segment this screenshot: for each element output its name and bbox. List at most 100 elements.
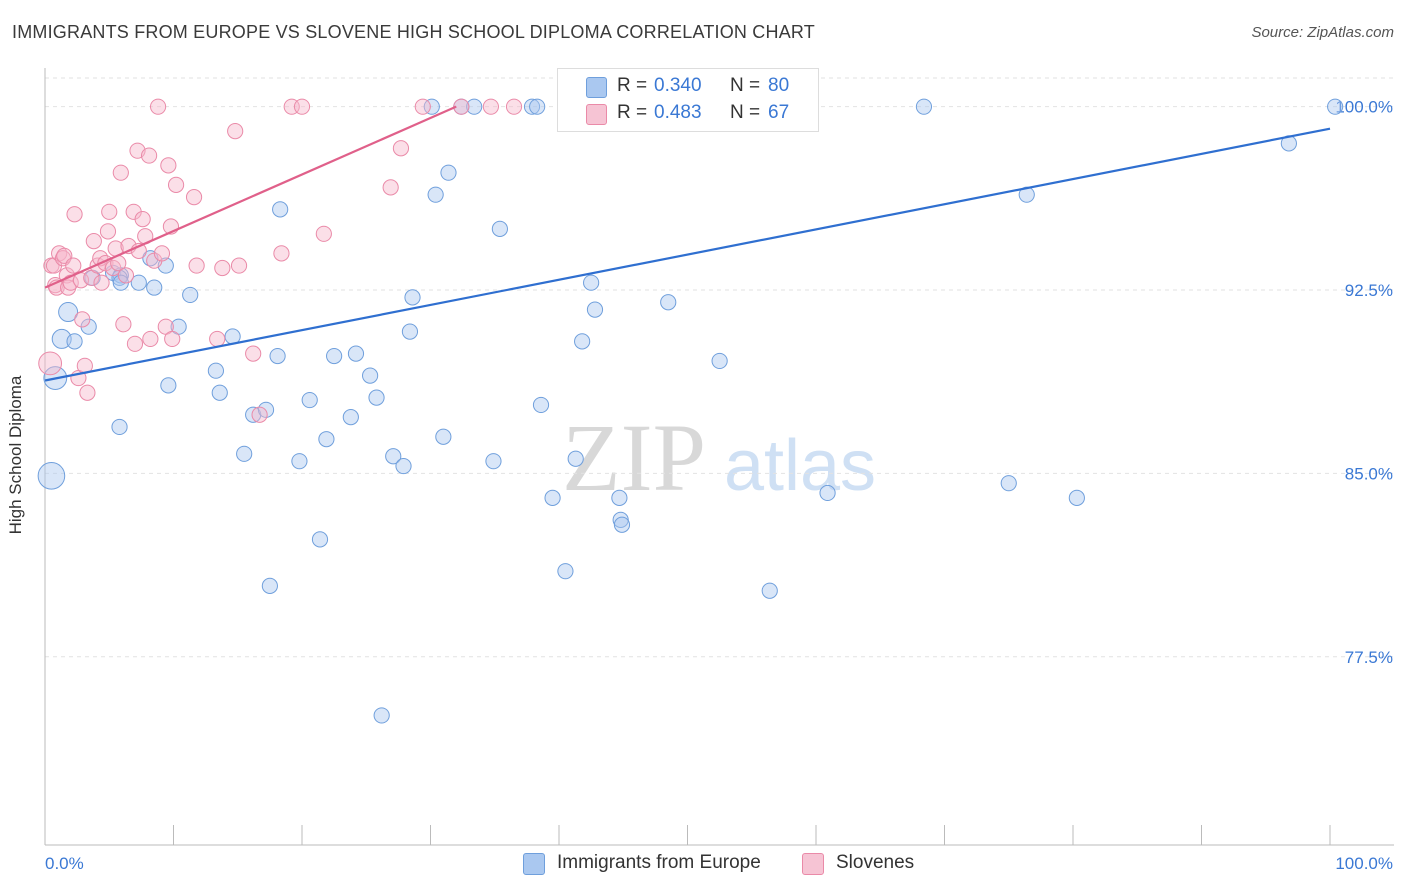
point-slovenes — [167, 176, 185, 194]
point-slovenes — [185, 189, 203, 206]
point-europe — [211, 384, 228, 401]
point-europe — [261, 577, 278, 594]
point-europe — [611, 489, 628, 506]
point-europe — [269, 347, 286, 365]
point-europe — [368, 389, 385, 406]
point-europe — [311, 531, 329, 548]
point-europe — [761, 582, 778, 599]
point-europe — [37, 462, 66, 490]
point-europe — [362, 367, 379, 384]
point-europe — [291, 453, 308, 470]
stats-legend-row-europe: R = 0.340 N = 80 — [558, 73, 818, 101]
point-europe — [395, 457, 412, 475]
trendline-slovenes — [44, 105, 457, 289]
point-europe — [326, 347, 343, 365]
point-europe — [485, 453, 502, 470]
point-europe — [440, 164, 457, 181]
point-slovenes — [482, 98, 499, 115]
point-slovenes — [74, 311, 91, 328]
x-tick-label-min: 0.0% — [45, 854, 84, 873]
point-europe — [427, 186, 444, 203]
y-tick-label: 85.0% — [1345, 464, 1393, 483]
point-europe — [182, 286, 199, 304]
point-slovenes — [142, 330, 159, 348]
point-europe — [574, 333, 591, 350]
point-europe — [404, 289, 421, 306]
point-slovenes — [414, 98, 431, 115]
point-europe — [342, 409, 359, 426]
point-europe — [318, 431, 335, 448]
point-europe — [583, 274, 600, 291]
point-europe — [347, 345, 365, 362]
point-slovenes — [209, 330, 226, 348]
point-slovenes — [101, 203, 118, 220]
point-europe — [1068, 489, 1085, 506]
point-slovenes — [65, 257, 82, 274]
point-europe — [660, 294, 677, 311]
legend-r-label: R = — [617, 102, 648, 123]
point-slovenes — [93, 274, 110, 291]
legend-n-value-europe: 80 — [768, 75, 790, 96]
point-europe — [586, 301, 604, 318]
point-europe — [613, 516, 631, 533]
point-europe — [373, 707, 390, 724]
point-slovenes — [112, 164, 129, 181]
point-slovenes — [117, 267, 135, 284]
point-europe — [66, 333, 83, 350]
point-slovenes — [251, 406, 268, 423]
point-slovenes — [382, 179, 399, 196]
point-europe — [466, 98, 483, 115]
y-axis-label: High School Diploma — [6, 375, 25, 535]
point-slovenes — [160, 157, 177, 174]
point-slovenes — [245, 345, 262, 362]
point-europe — [557, 563, 574, 580]
point-slovenes — [38, 351, 63, 376]
point-europe — [529, 98, 546, 115]
trendline-europe — [44, 127, 1331, 382]
point-europe — [523, 98, 541, 115]
point-slovenes — [99, 223, 117, 240]
point-europe — [272, 201, 289, 218]
point-europe — [1327, 98, 1344, 115]
point-slovenes — [60, 279, 77, 296]
point-europe — [435, 428, 452, 445]
watermark-atlas: atlas — [724, 426, 876, 506]
point-europe — [544, 489, 561, 506]
point-slovenes — [79, 384, 96, 401]
point-europe — [819, 484, 836, 502]
legend-swatch-slovenes — [586, 104, 607, 125]
point-slovenes — [140, 147, 158, 164]
legend-n-value-slovenes: 67 — [768, 102, 790, 123]
point-europe — [385, 448, 402, 465]
point-slovenes — [105, 259, 122, 277]
bottom-legend-label-europe: Immigrants from Europe — [557, 852, 761, 873]
y-tick-label: 100.0% — [1335, 98, 1393, 117]
legend-n-label: N = — [730, 102, 761, 123]
point-europe — [1000, 475, 1017, 492]
point-europe — [236, 445, 253, 462]
x-tick-label-max: 100.0% — [1335, 854, 1393, 873]
point-slovenes — [149, 98, 167, 115]
point-slovenes — [505, 98, 523, 115]
legend-r-value-europe: 0.340 — [654, 75, 702, 96]
point-slovenes — [126, 335, 144, 352]
point-slovenes — [134, 211, 151, 228]
y-tick-label: 77.5% — [1345, 648, 1393, 667]
bottom-legend-swatch-slovenes — [802, 853, 824, 875]
bottom-legend-swatch-europe — [523, 853, 545, 875]
point-slovenes — [293, 98, 311, 115]
watermark-zip: ZIP — [562, 404, 706, 511]
point-slovenes — [315, 225, 332, 242]
source-label: Source: ZipAtlas.com — [1251, 24, 1394, 41]
point-slovenes — [115, 316, 132, 333]
point-slovenes — [85, 233, 102, 250]
point-europe — [423, 98, 440, 115]
stats-legend-row-slovenes: R = 0.483 N = 67 — [558, 100, 818, 128]
point-europe — [130, 274, 147, 291]
bottom-legend-label-slovenes: Slovenes — [836, 852, 915, 873]
y-tick-label: 92.5% — [1345, 281, 1393, 300]
point-slovenes — [164, 330, 181, 348]
y-axis-label-wrap: High School Diploma — [6, 376, 36, 535]
point-slovenes — [273, 245, 290, 262]
